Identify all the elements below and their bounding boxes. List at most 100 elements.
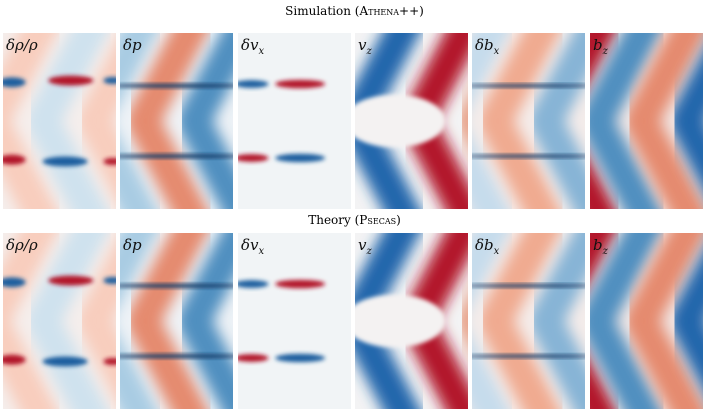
- label-subscript: z: [602, 246, 609, 257]
- field-feature: [238, 80, 269, 88]
- field-band: [176, 233, 233, 409]
- field-feature: [275, 153, 326, 163]
- field-feature: [275, 279, 326, 289]
- title-part: Simulation (: [285, 4, 359, 18]
- field-band: [125, 33, 208, 209]
- label-subscript: z: [365, 246, 372, 257]
- field-band: [3, 233, 57, 409]
- field-panel: [590, 233, 703, 409]
- field-feature: [103, 357, 116, 365]
- panel-label: vz: [358, 236, 372, 257]
- label-subscript: x: [494, 46, 500, 57]
- panel-label: δρ/ρ: [6, 236, 38, 254]
- field-band: [125, 233, 208, 409]
- field-feature: [355, 94, 446, 148]
- field-feature: [3, 154, 26, 165]
- field-feature: [103, 157, 116, 165]
- label-main: δv: [241, 36, 259, 54]
- field-feature: [48, 275, 94, 286]
- field-band: [120, 233, 157, 409]
- panel-label: δp: [123, 236, 142, 254]
- label-subscript: x: [494, 246, 500, 257]
- field-panel: [472, 233, 585, 409]
- field-feature: [42, 156, 88, 167]
- title-part: ): [419, 4, 424, 18]
- field-panel: [238, 233, 351, 409]
- panel-background: [238, 233, 351, 409]
- label-main: b: [593, 36, 603, 54]
- label-main: b: [593, 236, 603, 254]
- field-band: [25, 233, 108, 409]
- label-subscript: z: [602, 46, 609, 57]
- field-feature: [472, 154, 585, 158]
- label-main: δρ/ρ: [6, 36, 38, 54]
- field-feature: [275, 79, 326, 89]
- field-feature: [103, 277, 116, 285]
- field-panel: [3, 33, 116, 209]
- label-subscript: z: [365, 46, 372, 57]
- field-band: [76, 241, 116, 401]
- field-band: [477, 33, 560, 209]
- title-part: Athena++: [358, 4, 419, 18]
- field-feature: [103, 77, 116, 85]
- panel-label: δp: [123, 36, 142, 54]
- field-band: [669, 252, 703, 390]
- field-band: [528, 233, 585, 409]
- field-panel: [472, 33, 585, 209]
- field-band: [623, 33, 703, 209]
- field-band: [355, 33, 421, 209]
- field-feature: [48, 75, 94, 86]
- label-subscript: x: [259, 46, 265, 57]
- field-band: [25, 33, 108, 209]
- field-band: [669, 52, 703, 190]
- field-band: [3, 33, 57, 209]
- title-part: Theory (: [308, 213, 359, 227]
- field-feature: [238, 154, 269, 162]
- panel-label: δvx: [241, 36, 265, 57]
- label-main: δρ/ρ: [6, 236, 38, 254]
- field-panel: [238, 33, 351, 209]
- row-title: Simulation (Athena++): [285, 4, 424, 18]
- panel-label: vz: [358, 36, 372, 57]
- label-main: δv: [241, 236, 259, 254]
- panel-label: δvx: [241, 236, 265, 257]
- field-band: [590, 233, 661, 409]
- panel-background: [238, 33, 351, 209]
- panel-label: δbx: [475, 236, 500, 257]
- field-band: [472, 233, 509, 409]
- field-band: [590, 33, 661, 209]
- field-band: [355, 233, 421, 409]
- field-feature: [472, 284, 585, 288]
- label-main: δp: [123, 236, 142, 254]
- field-panel: [355, 233, 468, 409]
- panel-label: bz: [593, 36, 609, 57]
- panel-label: δbx: [475, 36, 500, 57]
- label-main: δb: [475, 36, 494, 54]
- field-feature: [120, 83, 233, 88]
- field-feature: [3, 354, 26, 365]
- field-panel: [120, 33, 233, 209]
- label-main: v: [358, 236, 367, 254]
- field-band: [76, 41, 116, 201]
- row-title: Theory (Psecas): [308, 213, 401, 227]
- field-panel: [120, 233, 233, 409]
- field-feature: [3, 277, 26, 288]
- label-main: v: [358, 36, 367, 54]
- label-subscript: x: [259, 246, 265, 257]
- field-feature: [3, 77, 26, 88]
- field-band: [528, 33, 585, 209]
- field-feature: [472, 84, 585, 88]
- title-part: Psecas: [359, 213, 396, 227]
- field-band: [176, 33, 233, 209]
- label-main: δb: [475, 236, 494, 254]
- field-feature: [42, 356, 88, 367]
- field-feature: [472, 354, 585, 358]
- field-panel: [3, 233, 116, 409]
- field-band: [120, 33, 157, 209]
- field-feature: [238, 354, 269, 362]
- field-feature: [120, 354, 233, 359]
- panel-label: bz: [593, 236, 609, 257]
- field-feature: [275, 353, 326, 363]
- field-panel: [590, 33, 703, 209]
